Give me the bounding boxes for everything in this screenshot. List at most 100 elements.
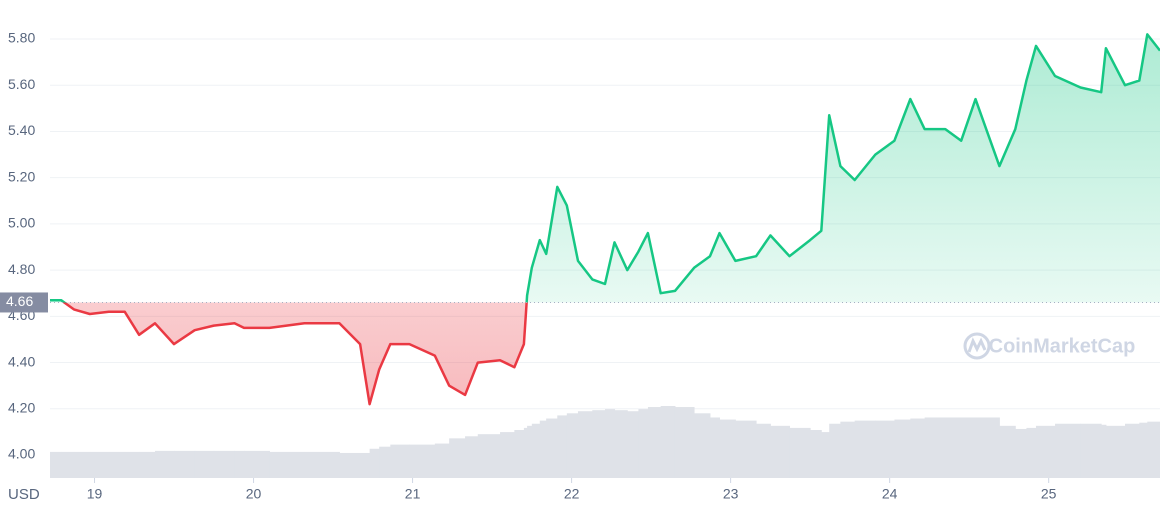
volume-bar (770, 425, 790, 478)
watermark-logo (963, 332, 991, 360)
volume-bar (756, 423, 771, 478)
baseline-label: 4.66 (6, 293, 33, 309)
y-tick-label: 5.40 (8, 122, 35, 138)
x-tick-label: 25 (1041, 486, 1057, 502)
x-tick-label: 22 (564, 486, 580, 502)
volume-bar (1101, 424, 1107, 478)
volume-bar (894, 419, 911, 478)
volume-bar (1080, 423, 1102, 478)
volume-bar (789, 427, 811, 478)
lines (50, 33, 1160, 406)
volume-bar (674, 407, 695, 478)
volume-bar (546, 418, 558, 478)
volume-bar (614, 410, 628, 478)
y-tick-label: 4.80 (8, 261, 35, 277)
volume-bar (213, 450, 235, 478)
volume-bar (1015, 428, 1027, 478)
volume-bar (945, 417, 962, 478)
volume-bar (390, 444, 410, 478)
x-tick-label: 24 (882, 486, 898, 502)
volume-bar (566, 413, 579, 478)
volume-bar (709, 417, 720, 478)
y-tick-label: 5.20 (8, 168, 35, 184)
volume-bar (50, 451, 62, 478)
volume-bar (531, 423, 541, 478)
volume-bar (61, 451, 75, 478)
volume-bar (514, 430, 525, 478)
volume-bar (360, 452, 371, 478)
volume-bar (975, 417, 1000, 478)
volume-bar (647, 407, 662, 478)
area-up (50, 34, 1160, 303)
volume-bar (304, 451, 340, 478)
volume-bar (527, 425, 533, 478)
volume-bar (539, 420, 547, 478)
volume-bar (875, 420, 895, 478)
volume-bar (694, 413, 711, 478)
area (50, 34, 1160, 405)
x-tick-label: 19 (87, 486, 103, 502)
volume-bar (500, 432, 515, 478)
volume-bar (592, 410, 606, 478)
y-tick-label: 4.00 (8, 446, 35, 462)
volume-bar (735, 420, 757, 478)
x-tick-label: 21 (405, 486, 421, 502)
volume-bar (577, 411, 593, 478)
volume-bar (557, 415, 568, 478)
price-line-down (62, 302, 528, 406)
volume-bar (605, 409, 616, 478)
volume-bar (660, 406, 676, 478)
baseline-label-bg (0, 292, 48, 313)
volume-bar (1147, 421, 1160, 478)
volume-bar (477, 434, 501, 478)
volume-bar (174, 450, 196, 478)
x-tick-label: 23 (723, 486, 739, 502)
y-tick-label: 5.80 (8, 30, 35, 46)
x-tick-label: 20 (246, 486, 262, 502)
volume-bar (73, 451, 91, 478)
volume-bar (719, 419, 736, 478)
volume-bar (269, 451, 305, 478)
volume-bar (840, 421, 856, 478)
volume-bar (465, 436, 479, 478)
volume-bar (339, 452, 361, 478)
volume-bar (409, 444, 436, 478)
volume-bar (821, 432, 830, 478)
watermark: CoinMarketCap (989, 335, 1136, 357)
volume-bar (124, 451, 140, 478)
volume (50, 406, 1160, 478)
y-tick-label: 5.60 (8, 76, 35, 92)
volume-bar (924, 417, 946, 478)
volume-bar (234, 450, 245, 478)
volume-bar (154, 450, 175, 478)
volume-bar (1026, 427, 1037, 478)
volume-bar (194, 450, 215, 478)
volume-bar (108, 451, 126, 478)
grid: 4.004.204.404.604.805.005.205.405.605.80… (8, 30, 1160, 502)
volume-bar (89, 451, 110, 478)
volume-bar (627, 411, 639, 478)
volume-bar (523, 427, 528, 478)
volume-bar (910, 418, 926, 478)
volume-bar (449, 438, 466, 478)
volume-bar (434, 443, 450, 478)
y-tick-label: 4.20 (8, 399, 35, 415)
volume-bar (854, 420, 876, 478)
volume-bar (379, 446, 391, 478)
volume-bar (1105, 425, 1126, 478)
volume-bar (1125, 423, 1140, 478)
volume-bar (1139, 422, 1148, 478)
volume-bar (1035, 425, 1056, 478)
volume-bar (244, 450, 270, 478)
volume-bar (829, 423, 841, 478)
volume-bar (139, 451, 156, 478)
volume-bar (638, 409, 649, 478)
volume-bar (999, 425, 1016, 478)
volume-bar (961, 417, 977, 478)
volume-bar (369, 448, 380, 478)
price-line-up (50, 33, 1160, 303)
area-down (50, 302, 1160, 405)
y-tick-label: 5.00 (8, 215, 35, 231)
volume-bar (810, 430, 822, 478)
